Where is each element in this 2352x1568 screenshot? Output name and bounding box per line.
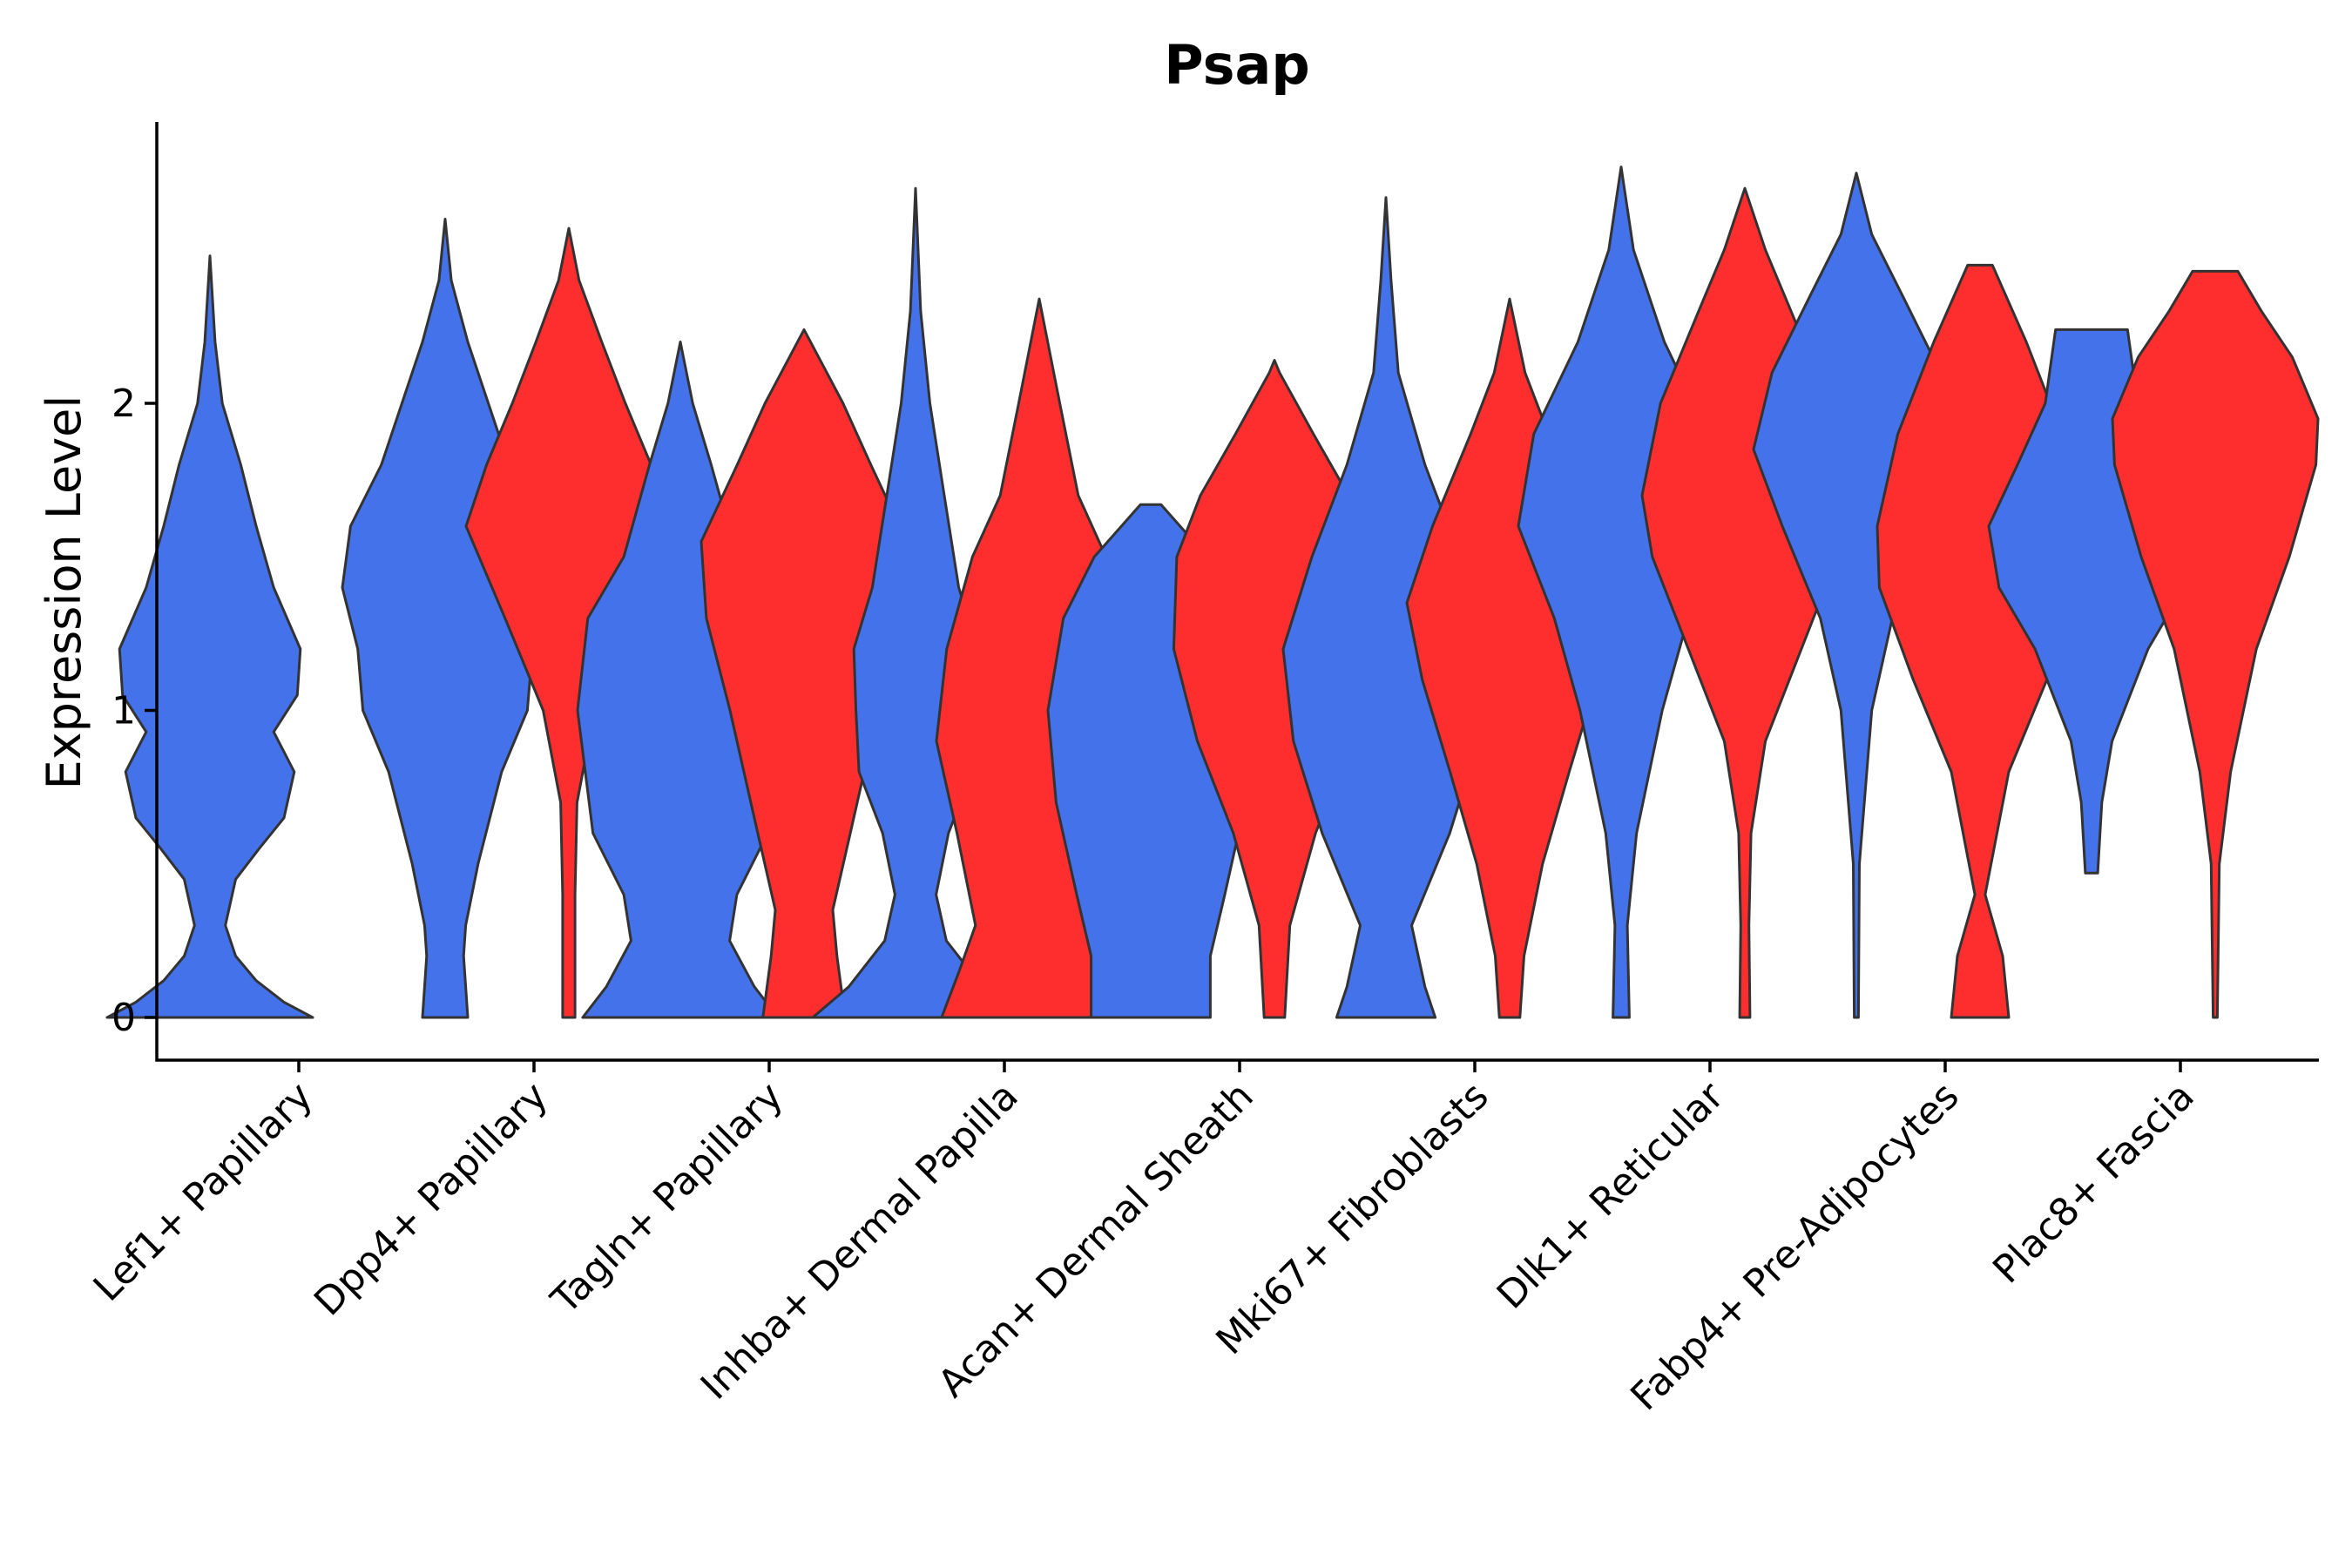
x-tick-label: Lef1+ Papillary: [85, 1074, 321, 1310]
x-tick-label: Dpp4+ Papillary: [306, 1074, 557, 1325]
violin-red: [2111, 269, 2320, 1019]
x-tick-label: Tagln+ Papillary: [543, 1074, 792, 1323]
violin-blue: [341, 218, 550, 1019]
violin-blue: [576, 341, 785, 1019]
y-tick-label: 1: [112, 689, 136, 733]
violin-red: [700, 328, 909, 1019]
x-tick-label: Plac8+ Fascia: [1984, 1074, 2203, 1293]
y-tick-label: 0: [112, 996, 136, 1040]
violins-layer: [105, 166, 2320, 1019]
violin-blue: [811, 186, 1020, 1019]
y-axis-label: Expression Level: [37, 395, 91, 790]
violin-blue: [105, 254, 314, 1019]
x-tick-label: Mki67+ Fibroblasts: [1207, 1074, 1497, 1363]
chart-title: Psap: [1164, 33, 1309, 97]
y-tick-label: 2: [112, 382, 136, 426]
axis-lines: [155, 122, 2319, 1062]
x-tick-label: Dlk1+ Reticular: [1489, 1073, 1734, 1318]
